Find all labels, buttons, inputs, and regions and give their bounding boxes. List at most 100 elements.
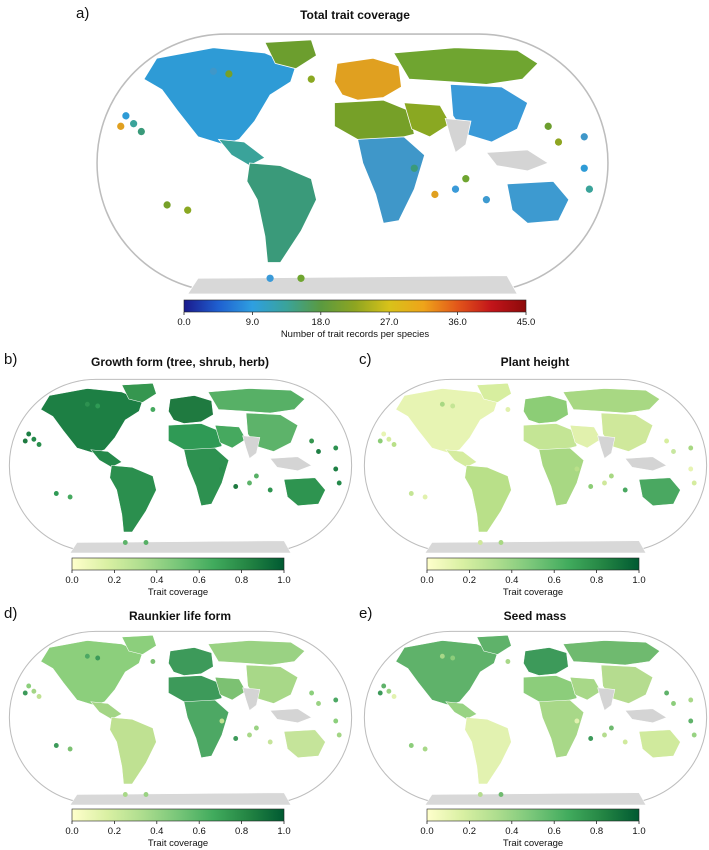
- island-dot: [580, 164, 588, 172]
- island-dot: [574, 466, 580, 472]
- region-ins: [269, 456, 313, 472]
- island-dot: [36, 694, 42, 699]
- region-gr: [121, 634, 157, 655]
- region-na: [40, 640, 143, 706]
- island-dot: [462, 175, 470, 183]
- island-dot: [431, 190, 439, 199]
- island-dot: [336, 732, 342, 738]
- region-eu: [523, 395, 569, 424]
- island-dot: [580, 133, 588, 141]
- legend-tick-label: 1.0: [277, 826, 290, 837]
- island-dot: [450, 403, 456, 409]
- panel-letter: a): [76, 5, 90, 22]
- region-me: [403, 102, 451, 138]
- region-au: [506, 180, 570, 224]
- legend-tick-label: 9.0: [246, 317, 259, 328]
- region-ru: [207, 640, 306, 666]
- legend-bar: [183, 299, 527, 313]
- world-map: [363, 630, 708, 805]
- island-dot: [316, 449, 321, 454]
- island-dot: [26, 431, 32, 437]
- island-dot: [554, 138, 563, 146]
- panel-title: Total trait coverage: [300, 8, 410, 22]
- region-gr: [264, 39, 317, 70]
- region-sa: [109, 717, 157, 785]
- island-dot: [688, 445, 694, 451]
- legend-tick-label: 0.0: [65, 575, 78, 586]
- panel-title: Seed mass: [503, 609, 567, 623]
- island-dot: [477, 540, 483, 545]
- world-map: [8, 630, 353, 805]
- island-dot: [505, 407, 511, 412]
- region-me: [569, 424, 602, 449]
- region-me: [569, 676, 602, 701]
- legend-tick-label: 0.8: [590, 826, 603, 837]
- island-dot: [422, 746, 428, 752]
- legend-tick-label: 36.0: [448, 317, 467, 328]
- island-dot: [602, 732, 607, 738]
- island-dot: [664, 690, 670, 696]
- island-dot: [219, 718, 225, 724]
- island-dot: [386, 688, 392, 694]
- island-dot: [309, 438, 315, 444]
- island-dot: [391, 694, 397, 699]
- island-dot: [309, 690, 315, 696]
- world-map: [96, 33, 609, 294]
- legend-tick-label: 0.4: [150, 575, 163, 586]
- region-eu: [523, 647, 569, 676]
- region-na: [395, 388, 498, 454]
- region-ca: [217, 138, 266, 167]
- legend-label: Number of trait records per species: [281, 329, 430, 340]
- island-dot: [209, 67, 218, 75]
- island-dot: [31, 436, 37, 442]
- island-dot: [53, 491, 59, 496]
- legend-tick-label: 0.8: [235, 826, 248, 837]
- region-eu: [168, 395, 214, 424]
- legend-tick-label: 0.6: [193, 826, 206, 837]
- island-dot: [67, 746, 73, 752]
- region-au: [638, 729, 681, 759]
- region-af: [357, 136, 426, 224]
- island-dot: [544, 122, 552, 130]
- panel-e: e) Seed mass 0.0 0.2 0.4 0.6 0.8 1.0 Trait cov…: [355, 600, 709, 850]
- region-me: [214, 424, 247, 449]
- island-dot: [691, 480, 697, 486]
- legend-tick-label: 0.0: [420, 575, 433, 586]
- region-in: [242, 435, 261, 459]
- island-dot: [130, 120, 138, 128]
- region-sa: [109, 465, 157, 533]
- island-dot: [143, 540, 149, 545]
- island-dot: [22, 690, 28, 696]
- region-ca: [445, 449, 478, 468]
- panel-a: a) Total trait coverage 0.0 9.0 18.0 27.0 36…: [0, 0, 709, 340]
- region-ins: [624, 708, 668, 724]
- island-dot: [439, 653, 445, 659]
- panel-letter: e): [359, 605, 373, 622]
- color-legend: 0.0 0.2 0.4 0.6 0.8 1.0 Trait coverage: [420, 557, 646, 598]
- legend-tick-label: 0.8: [590, 575, 603, 586]
- region-ant: [424, 792, 647, 805]
- legend-bar: [71, 557, 285, 571]
- region-in: [597, 687, 616, 711]
- island-dot: [622, 739, 628, 745]
- island-dot: [688, 718, 694, 724]
- island-dot: [31, 688, 37, 694]
- legend-tick-label: 27.0: [380, 317, 399, 328]
- island-dot: [574, 718, 580, 724]
- island-dot: [150, 407, 156, 412]
- island-dot: [84, 653, 90, 659]
- legend-tick-label: 0.0: [177, 317, 190, 328]
- island-dot: [588, 484, 594, 489]
- island-dot: [408, 743, 414, 748]
- legend-tick-label: 1.0: [632, 826, 645, 837]
- island-dot: [588, 736, 594, 741]
- island-dot: [233, 736, 239, 741]
- legend-label: Trait coverage: [148, 587, 208, 598]
- region-ca: [90, 449, 123, 468]
- panel-letter: d): [4, 605, 18, 622]
- legend-label: Trait coverage: [503, 838, 563, 849]
- island-dot: [422, 494, 428, 500]
- island-dot: [150, 659, 156, 664]
- color-legend: 0.0 0.2 0.4 0.6 0.8 1.0 Trait coverage: [65, 557, 291, 598]
- island-dot: [163, 201, 171, 209]
